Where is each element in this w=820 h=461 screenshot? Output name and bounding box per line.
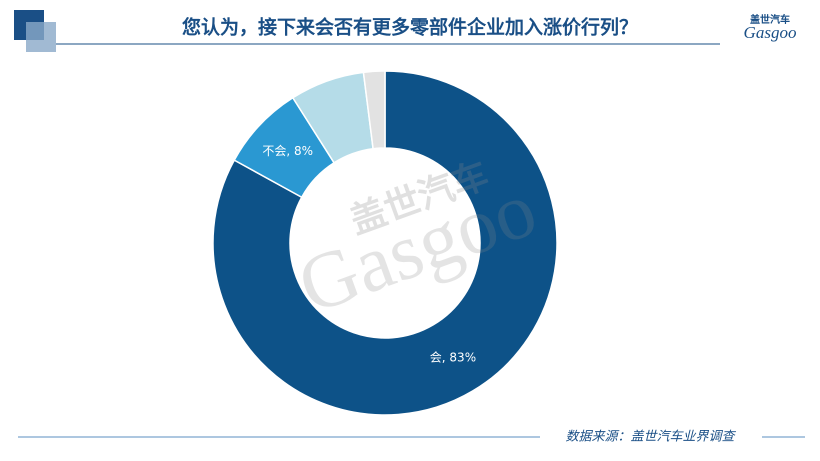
donut-segment xyxy=(212,70,558,416)
donut-segment xyxy=(362,70,386,150)
data-label: 会, 83% xyxy=(430,350,476,364)
data-label: 不会, 8% xyxy=(262,144,313,158)
chart-title: 您认为，接下来会否有更多零部件企业加入涨价行列？ xyxy=(182,16,638,39)
source-note: 数据来源：盖世汽车业界调查 xyxy=(565,430,736,445)
title-icon xyxy=(26,22,56,52)
logo-en: Gasgoo xyxy=(744,23,797,42)
donut: 会, 83% 不会, 8% xyxy=(212,70,558,416)
logo-cn: 盖世汽车 xyxy=(750,13,790,26)
